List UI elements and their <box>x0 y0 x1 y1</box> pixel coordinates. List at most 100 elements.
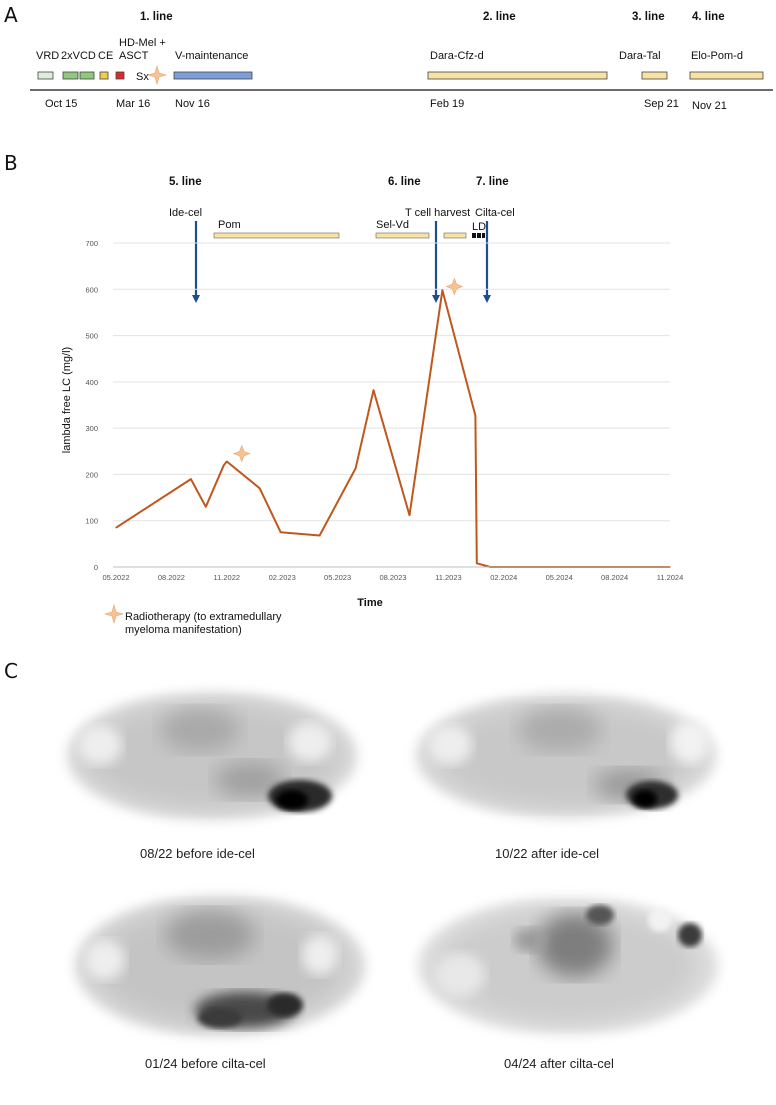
data-point <box>474 415 476 417</box>
data-point <box>205 506 207 508</box>
bar-pom <box>213 232 340 239</box>
event-t-cell-harvest: T cell harvest <box>405 207 470 219</box>
data-point <box>115 527 117 529</box>
line-6-header: 6. line <box>388 176 421 188</box>
panel-a-label: A <box>4 3 18 27</box>
scan-caption-04-24: 04/24 after cilta-cel <box>504 1056 614 1071</box>
y-tick-label: 500 <box>85 332 98 341</box>
event-cilta-cel: Cilta-cel <box>475 207 515 219</box>
date-mar-16: Mar 16 <box>116 98 150 110</box>
date-feb-19: Feb 19 <box>430 98 464 110</box>
x-tick-label: 11.2024 <box>657 573 684 582</box>
x-tick-label: 08.2024 <box>601 573 628 582</box>
panel-b-label: B <box>4 151 18 175</box>
series-line-lambda-flc <box>115 289 670 568</box>
y-tick-label: 600 <box>85 285 98 294</box>
bar-ld-1 <box>472 233 476 238</box>
regimen-asct: ASCT <box>119 50 149 62</box>
bar-vcd-1 <box>62 71 79 80</box>
line-2-header: 2. line <box>483 11 516 23</box>
radiotherapy-markers <box>232 277 464 463</box>
radiotherapy-star-icon <box>445 277 464 296</box>
pet-scan-10-22 <box>416 694 716 818</box>
data-point <box>476 562 478 564</box>
x-tick-label: 05.2022 <box>102 573 129 582</box>
date-nov-16: Nov 16 <box>175 98 210 110</box>
series-points <box>115 289 671 568</box>
bar-sel-vd-2 <box>443 232 467 239</box>
regimen-v-maintenance: V-maintenance <box>175 50 248 62</box>
chart-x-ticks: 05.2022 08.2022 11.2022 02.2023 05.2023 08.20… <box>102 573 683 582</box>
regimen-ce: CE <box>98 50 113 62</box>
regimen-vrd: VRD <box>36 50 59 62</box>
regimen-hdmel: HD-Mel + <box>119 37 166 49</box>
arrow-ide-cel-head <box>192 295 200 303</box>
legend-star-icon <box>103 603 125 625</box>
data-point <box>441 289 444 291</box>
regimen-elo-pom-d: Elo-Pom-d <box>691 50 743 62</box>
data-point <box>408 514 411 516</box>
date-oct-15: Oct 15 <box>45 98 77 110</box>
x-axis-label: Time <box>357 597 382 609</box>
x-tick-label: 08.2022 <box>158 573 185 582</box>
event-ide-cel: Ide-cel <box>169 207 202 219</box>
regimen-dara-tal: Dara-Tal <box>619 50 661 62</box>
legend-text-line-2: myeloma manifestation) <box>125 624 242 636</box>
x-tick-label: 05.2023 <box>324 573 351 582</box>
line-3-header: 3. line <box>632 11 665 23</box>
line-5-header: 5. line <box>169 176 202 188</box>
regimen-vcd: 2xVCD <box>61 50 96 62</box>
line-7-header: 7. line <box>476 176 509 188</box>
bar-ce <box>99 71 109 80</box>
bar-ld-3 <box>482 233 485 238</box>
y-tick-label: 0 <box>94 563 98 572</box>
radiotherapy-star-icon <box>146 64 168 86</box>
bar-elo-pom-d <box>689 71 764 80</box>
scan-caption-10-22: 10/22 after ide-cel <box>495 846 600 861</box>
bar-hdmel <box>115 71 125 80</box>
therapy-sel-vd-label: Sel-Vd <box>376 219 409 231</box>
radiotherapy-star-icon <box>232 444 251 463</box>
x-tick-label: 02.2024 <box>490 573 517 582</box>
bar-ld-2 <box>477 233 481 238</box>
bar-dara-tal <box>641 71 668 80</box>
line-1-header: 1. line <box>140 11 173 23</box>
data-point <box>372 389 375 391</box>
y-tick-label: 400 <box>85 378 98 387</box>
therapy-pom-label: Pom <box>218 219 241 231</box>
data-point <box>319 534 321 537</box>
pet-scan-08-22 <box>67 692 357 820</box>
bar-vrd <box>37 71 54 80</box>
x-tick-label: 11.2023 <box>435 573 462 582</box>
data-point <box>190 478 192 480</box>
bar-dara-cfz-d <box>427 71 608 80</box>
x-tick-label: 05.2024 <box>546 573 573 582</box>
bar-vcd-2 <box>79 71 95 80</box>
arrow-t-cell-harvest-head <box>432 295 440 303</box>
date-sep-21: Sep 21 <box>644 98 679 110</box>
pet-scan-01-24 <box>75 896 365 1036</box>
data-point <box>226 460 228 463</box>
scan-caption-01-24: 01/24 before cilta-cel <box>145 1056 266 1071</box>
bar-sel-vd-1 <box>375 232 430 239</box>
scan-caption-08-22: 08/22 before ide-cel <box>140 846 255 861</box>
regimen-dara-cfz-d: Dara-Cfz-d <box>430 50 484 62</box>
x-tick-label: 08.2023 <box>379 573 406 582</box>
chart-y-ticks: 0 100 200 300 400 500 600 700 <box>85 239 98 572</box>
data-point <box>223 464 225 466</box>
bar-v-maintenance <box>173 71 253 80</box>
line-4-header: 4. line <box>692 11 725 23</box>
y-tick-label: 700 <box>85 239 98 248</box>
data-point <box>354 467 357 470</box>
date-nov-21: Nov 21 <box>692 100 727 112</box>
pet-scan-04-24 <box>418 898 718 1034</box>
x-tick-label: 02.2023 <box>269 573 296 582</box>
legend-text-line-1: Radiotherapy (to extramedullary <box>125 611 282 623</box>
y-tick-label: 100 <box>85 517 98 526</box>
y-tick-label: 300 <box>85 424 98 433</box>
panel-c-label: C <box>4 659 18 683</box>
data-point <box>280 531 282 533</box>
data-point <box>259 487 261 489</box>
x-tick-label: 11.2022 <box>214 573 241 582</box>
